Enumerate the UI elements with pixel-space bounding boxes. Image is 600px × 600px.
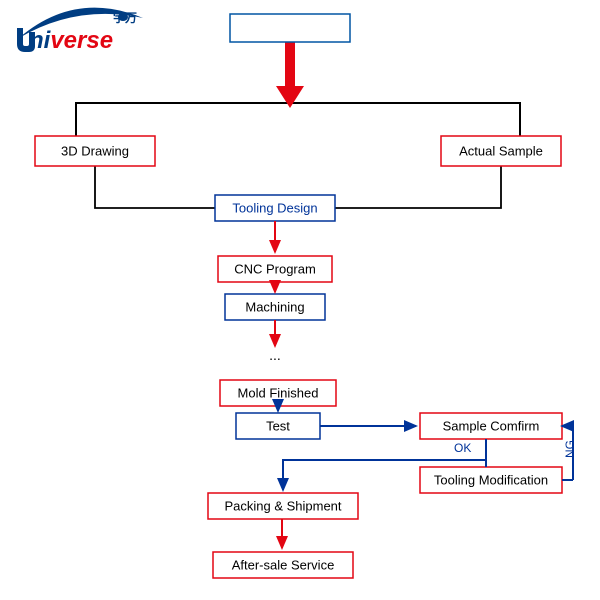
node-confirm: Sample Comfirm <box>420 413 562 439</box>
logo: 宇万niverse <box>17 8 143 54</box>
node-label-tooling: Tooling Design <box>232 200 317 215</box>
node-test: Test <box>236 413 320 439</box>
node-label-test: Test <box>266 418 290 433</box>
node-label-machining: Machining <box>245 299 304 314</box>
node-label-finished: Mold Finished <box>238 385 319 400</box>
node-tooling: Tooling Design <box>215 195 335 221</box>
node-label-after: After-sale Service <box>232 557 335 572</box>
node-deposit: Received Deposit <box>230 14 350 42</box>
node-label-sample: Actual Sample <box>459 143 543 158</box>
node-finished: Mold Finished <box>220 380 336 406</box>
node-sample: Actual Sample <box>441 136 561 166</box>
node-label-deposit: Received Deposit <box>239 20 341 35</box>
node-label-cnc: CNC Program <box>234 261 316 276</box>
node-label-confirm: Sample Comfirm <box>443 418 540 433</box>
node-machining: Machining <box>225 294 325 320</box>
svg-text:niverse: niverse <box>29 27 113 54</box>
node-label-drawing: 3D Drawing <box>61 143 129 158</box>
ellipsis: ... <box>269 347 281 363</box>
label-ok: OK <box>454 441 471 455</box>
node-label-modify: Tooling Modification <box>434 472 548 487</box>
node-after: After-sale Service <box>213 552 353 578</box>
label-ng: NG <box>563 440 577 458</box>
node-packing: Packing & Shipment <box>208 493 358 519</box>
node-modify: Tooling Modification <box>420 467 562 493</box>
node-cnc: CNC Program <box>218 256 332 282</box>
svg-text:宇万: 宇万 <box>113 10 137 25</box>
node-label-packing: Packing & Shipment <box>224 498 341 513</box>
node-drawing: 3D Drawing <box>35 136 155 166</box>
